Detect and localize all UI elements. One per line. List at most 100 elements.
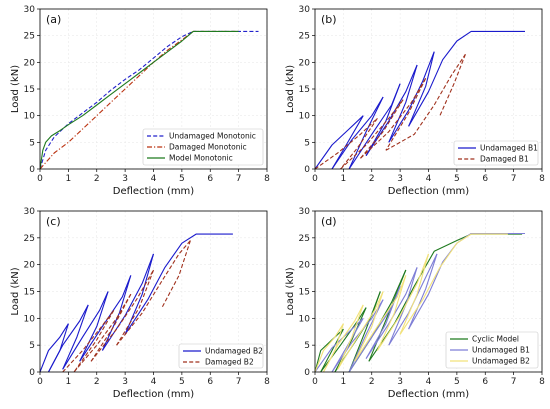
- series-line: [331, 96, 384, 169]
- series-line: [116, 240, 191, 346]
- series-line: [399, 253, 430, 335]
- series-line: [337, 291, 384, 370]
- legend-frame: [445, 331, 539, 369]
- chart-panel-0: 0 1 2 3 4 5 6 7 8 0 5 10 15 20 25 30 Deflection (mm) Load…: [10, 5, 270, 197]
- series-2: [40, 30, 239, 169]
- y-tick-label: 10: [299, 314, 311, 324]
- panel-label: (a): [46, 13, 61, 26]
- series-line: [385, 78, 427, 151]
- series-line: [90, 293, 132, 362]
- chart-panel-2: 0 1 2 3 4 5 6 7 8 0 5 10 15 20 25 30 Deflection (mm) Load…: [10, 207, 270, 400]
- panel-label: (b): [321, 13, 337, 26]
- series-line: [408, 253, 438, 330]
- series-2: [315, 233, 508, 372]
- series-line: [40, 30, 239, 169]
- x-axis-label: Deflection (mm): [388, 186, 470, 197]
- series-line: [354, 291, 384, 362]
- y-tick-label: 30: [299, 207, 311, 217]
- y-tick-label: 5: [29, 138, 35, 148]
- y-tick-label: 15: [299, 85, 310, 95]
- x-tick-label: 8: [539, 377, 545, 387]
- series-line: [40, 30, 259, 169]
- series-line: [408, 51, 435, 127]
- series-line: [368, 269, 407, 362]
- x-axis-label: Deflection (mm): [113, 186, 195, 197]
- series-line: [315, 117, 378, 169]
- x-tick-label: 2: [369, 377, 375, 387]
- x-tick-label: 6: [482, 174, 488, 184]
- y-tick-label: 0: [29, 165, 35, 175]
- y-tick-label: 5: [304, 138, 310, 148]
- y-tick-label: 25: [299, 32, 310, 42]
- legend: Undamaged Monotonic Damaged Monotonic Mode…: [142, 128, 264, 166]
- y-tick-label: 20: [299, 58, 311, 68]
- x-tick-label: 8: [264, 174, 270, 184]
- x-tick-label: 7: [511, 377, 517, 387]
- series-line: [348, 291, 381, 372]
- series-line: [331, 318, 364, 372]
- x-tick-label: 0: [312, 174, 318, 184]
- y-tick-label: 0: [304, 165, 310, 175]
- x-tick-label: 5: [179, 174, 185, 184]
- x-tick-label: 3: [122, 174, 128, 184]
- x-tick-label: 7: [236, 174, 242, 184]
- legend: Cyclic Model Undamaged B1 Undamaged B2: [445, 331, 539, 369]
- series-line: [62, 291, 109, 370]
- legend-frame: [453, 140, 539, 166]
- chart-panel-3: 0 1 2 3 4 5 6 7 8 0 5 10 15 20 25 30 Deflection (mm) Load…: [285, 207, 545, 400]
- series-line: [359, 99, 404, 159]
- y-tick-label: 15: [24, 288, 35, 298]
- x-tick-label: 4: [151, 174, 157, 184]
- y-tick-label: 20: [24, 58, 36, 68]
- series-line: [376, 275, 407, 351]
- y-axis-label: Load (kN): [285, 267, 296, 315]
- series-line: [73, 310, 115, 372]
- series-line: [408, 30, 525, 127]
- series-line: [101, 253, 155, 351]
- y-axis-label: Load (kN): [10, 65, 21, 113]
- legend-entry: Undamaged B2: [205, 347, 263, 356]
- x-tick-label: 1: [341, 174, 347, 184]
- series-line: [79, 291, 109, 362]
- y-tick-label: 25: [24, 234, 35, 244]
- series-line: [408, 232, 525, 330]
- series-line: [73, 293, 132, 372]
- y-tick-label: 30: [24, 5, 36, 15]
- y-tick-label: 10: [24, 314, 36, 324]
- series-line: [365, 267, 418, 359]
- x-tick-label: 5: [179, 377, 185, 387]
- x-tick-label: 2: [94, 377, 100, 387]
- series-line: [40, 323, 69, 372]
- series-line: [124, 233, 233, 335]
- series-1: [315, 53, 466, 169]
- series-line: [62, 304, 89, 370]
- legend-entry: Cyclic Model: [472, 335, 519, 344]
- x-tick-label: 0: [37, 174, 43, 184]
- legend: Undamaged B2 Damaged B2: [178, 343, 264, 369]
- y-tick-label: 15: [24, 85, 35, 95]
- x-tick-label: 3: [122, 377, 128, 387]
- x-tick-label: 1: [66, 174, 72, 184]
- y-tick-label: 20: [24, 261, 36, 271]
- x-tick-label: 0: [37, 377, 43, 387]
- legend-entry: Damaged B2: [205, 358, 254, 367]
- series-line: [90, 269, 154, 362]
- series-line: [376, 253, 430, 351]
- legend: Undamaged B1 Damaged B1: [453, 140, 539, 166]
- y-tick-label: 5: [304, 341, 310, 351]
- series-line: [340, 99, 404, 169]
- series-line: [116, 269, 155, 346]
- series-line: [315, 115, 364, 169]
- y-tick-label: 0: [29, 368, 35, 378]
- x-tick-label: 3: [397, 377, 403, 387]
- x-tick-label: 7: [236, 377, 242, 387]
- x-tick-label: 6: [482, 377, 488, 387]
- x-tick-label: 4: [426, 174, 432, 184]
- series-1: [40, 30, 239, 169]
- x-tick-label: 5: [454, 377, 460, 387]
- chart-panel-1: 0 1 2 3 4 5 6 7 8 0 5 10 15 20 25 30 Deflection (mm) Load…: [285, 5, 545, 197]
- series-1: [62, 240, 191, 372]
- series-line: [365, 83, 401, 156]
- y-tick-label: 25: [299, 234, 310, 244]
- y-tick-label: 0: [304, 368, 310, 378]
